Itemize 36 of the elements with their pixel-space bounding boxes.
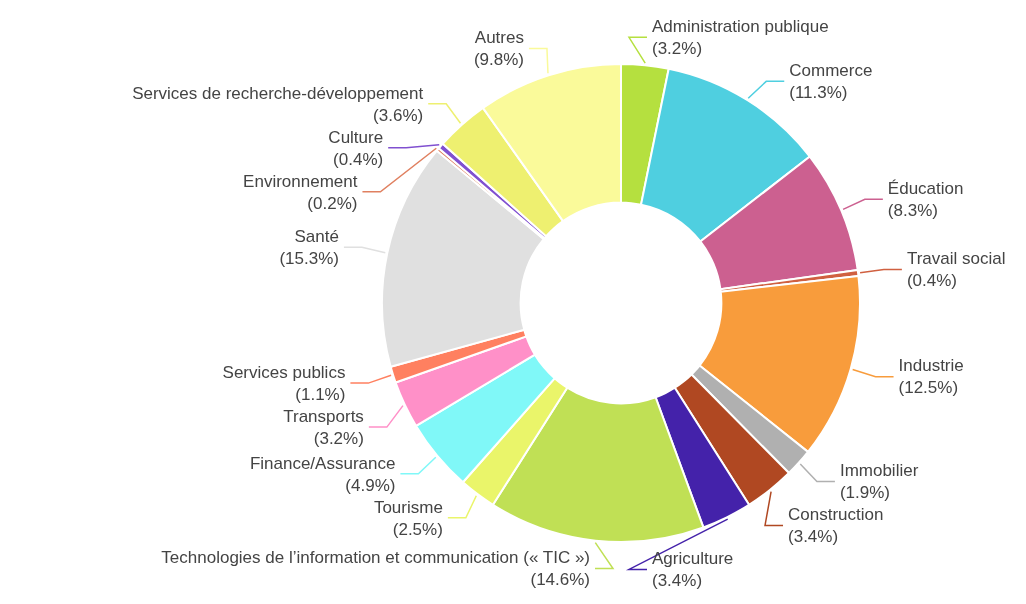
slice-label: Environnement bbox=[243, 171, 358, 191]
slice-label: Administration publique bbox=[652, 17, 829, 37]
slice-label: Agriculture bbox=[652, 549, 734, 569]
data-label: (0.4%) bbox=[333, 149, 384, 169]
slice-label: Tourisme bbox=[373, 497, 443, 517]
data-label: (4.9%) bbox=[345, 475, 396, 495]
slice-label: Services de recherche-développement bbox=[132, 83, 424, 103]
data-label: (0.4%) bbox=[906, 271, 957, 291]
slice-label: Finance/Assurance bbox=[249, 453, 396, 473]
data-label: (11.3%) bbox=[789, 83, 848, 103]
data-label: (3.4%) bbox=[788, 527, 839, 547]
slice-label: Services publics bbox=[222, 362, 346, 382]
data-label: (12.5%) bbox=[898, 378, 959, 398]
data-label: (1.9%) bbox=[839, 483, 890, 503]
slice-label: Transports bbox=[283, 406, 364, 426]
slice-label: Industrie bbox=[898, 356, 964, 376]
data-label: (3.6%) bbox=[373, 105, 424, 125]
data-label: (2.5%) bbox=[392, 519, 443, 539]
data-label: (8.3%) bbox=[887, 200, 938, 220]
data-label: (3.2%) bbox=[652, 39, 703, 59]
data-label: (1.1%) bbox=[295, 384, 346, 404]
data-label: (3.2%) bbox=[313, 428, 364, 448]
data-label: (3.4%) bbox=[652, 571, 703, 591]
slice-label: Culture bbox=[328, 127, 384, 147]
data-label: (15.3%) bbox=[279, 248, 339, 268]
slice-label: Autres bbox=[474, 28, 524, 48]
slice-label: Travail social bbox=[906, 249, 1006, 269]
slice-label: Santé bbox=[294, 226, 339, 246]
slice-label: Commerce bbox=[789, 61, 873, 81]
data-label: (14.6%) bbox=[530, 570, 590, 590]
slice-label: Éducation bbox=[887, 178, 964, 198]
data-label: (9.8%) bbox=[473, 50, 524, 70]
data-label: (0.2%) bbox=[307, 193, 358, 213]
slice-label: Immobilier bbox=[839, 461, 919, 481]
slice-label: Technologies de l’information et communication (« TIC ») bbox=[161, 548, 590, 568]
slice-label: Construction bbox=[788, 505, 884, 525]
